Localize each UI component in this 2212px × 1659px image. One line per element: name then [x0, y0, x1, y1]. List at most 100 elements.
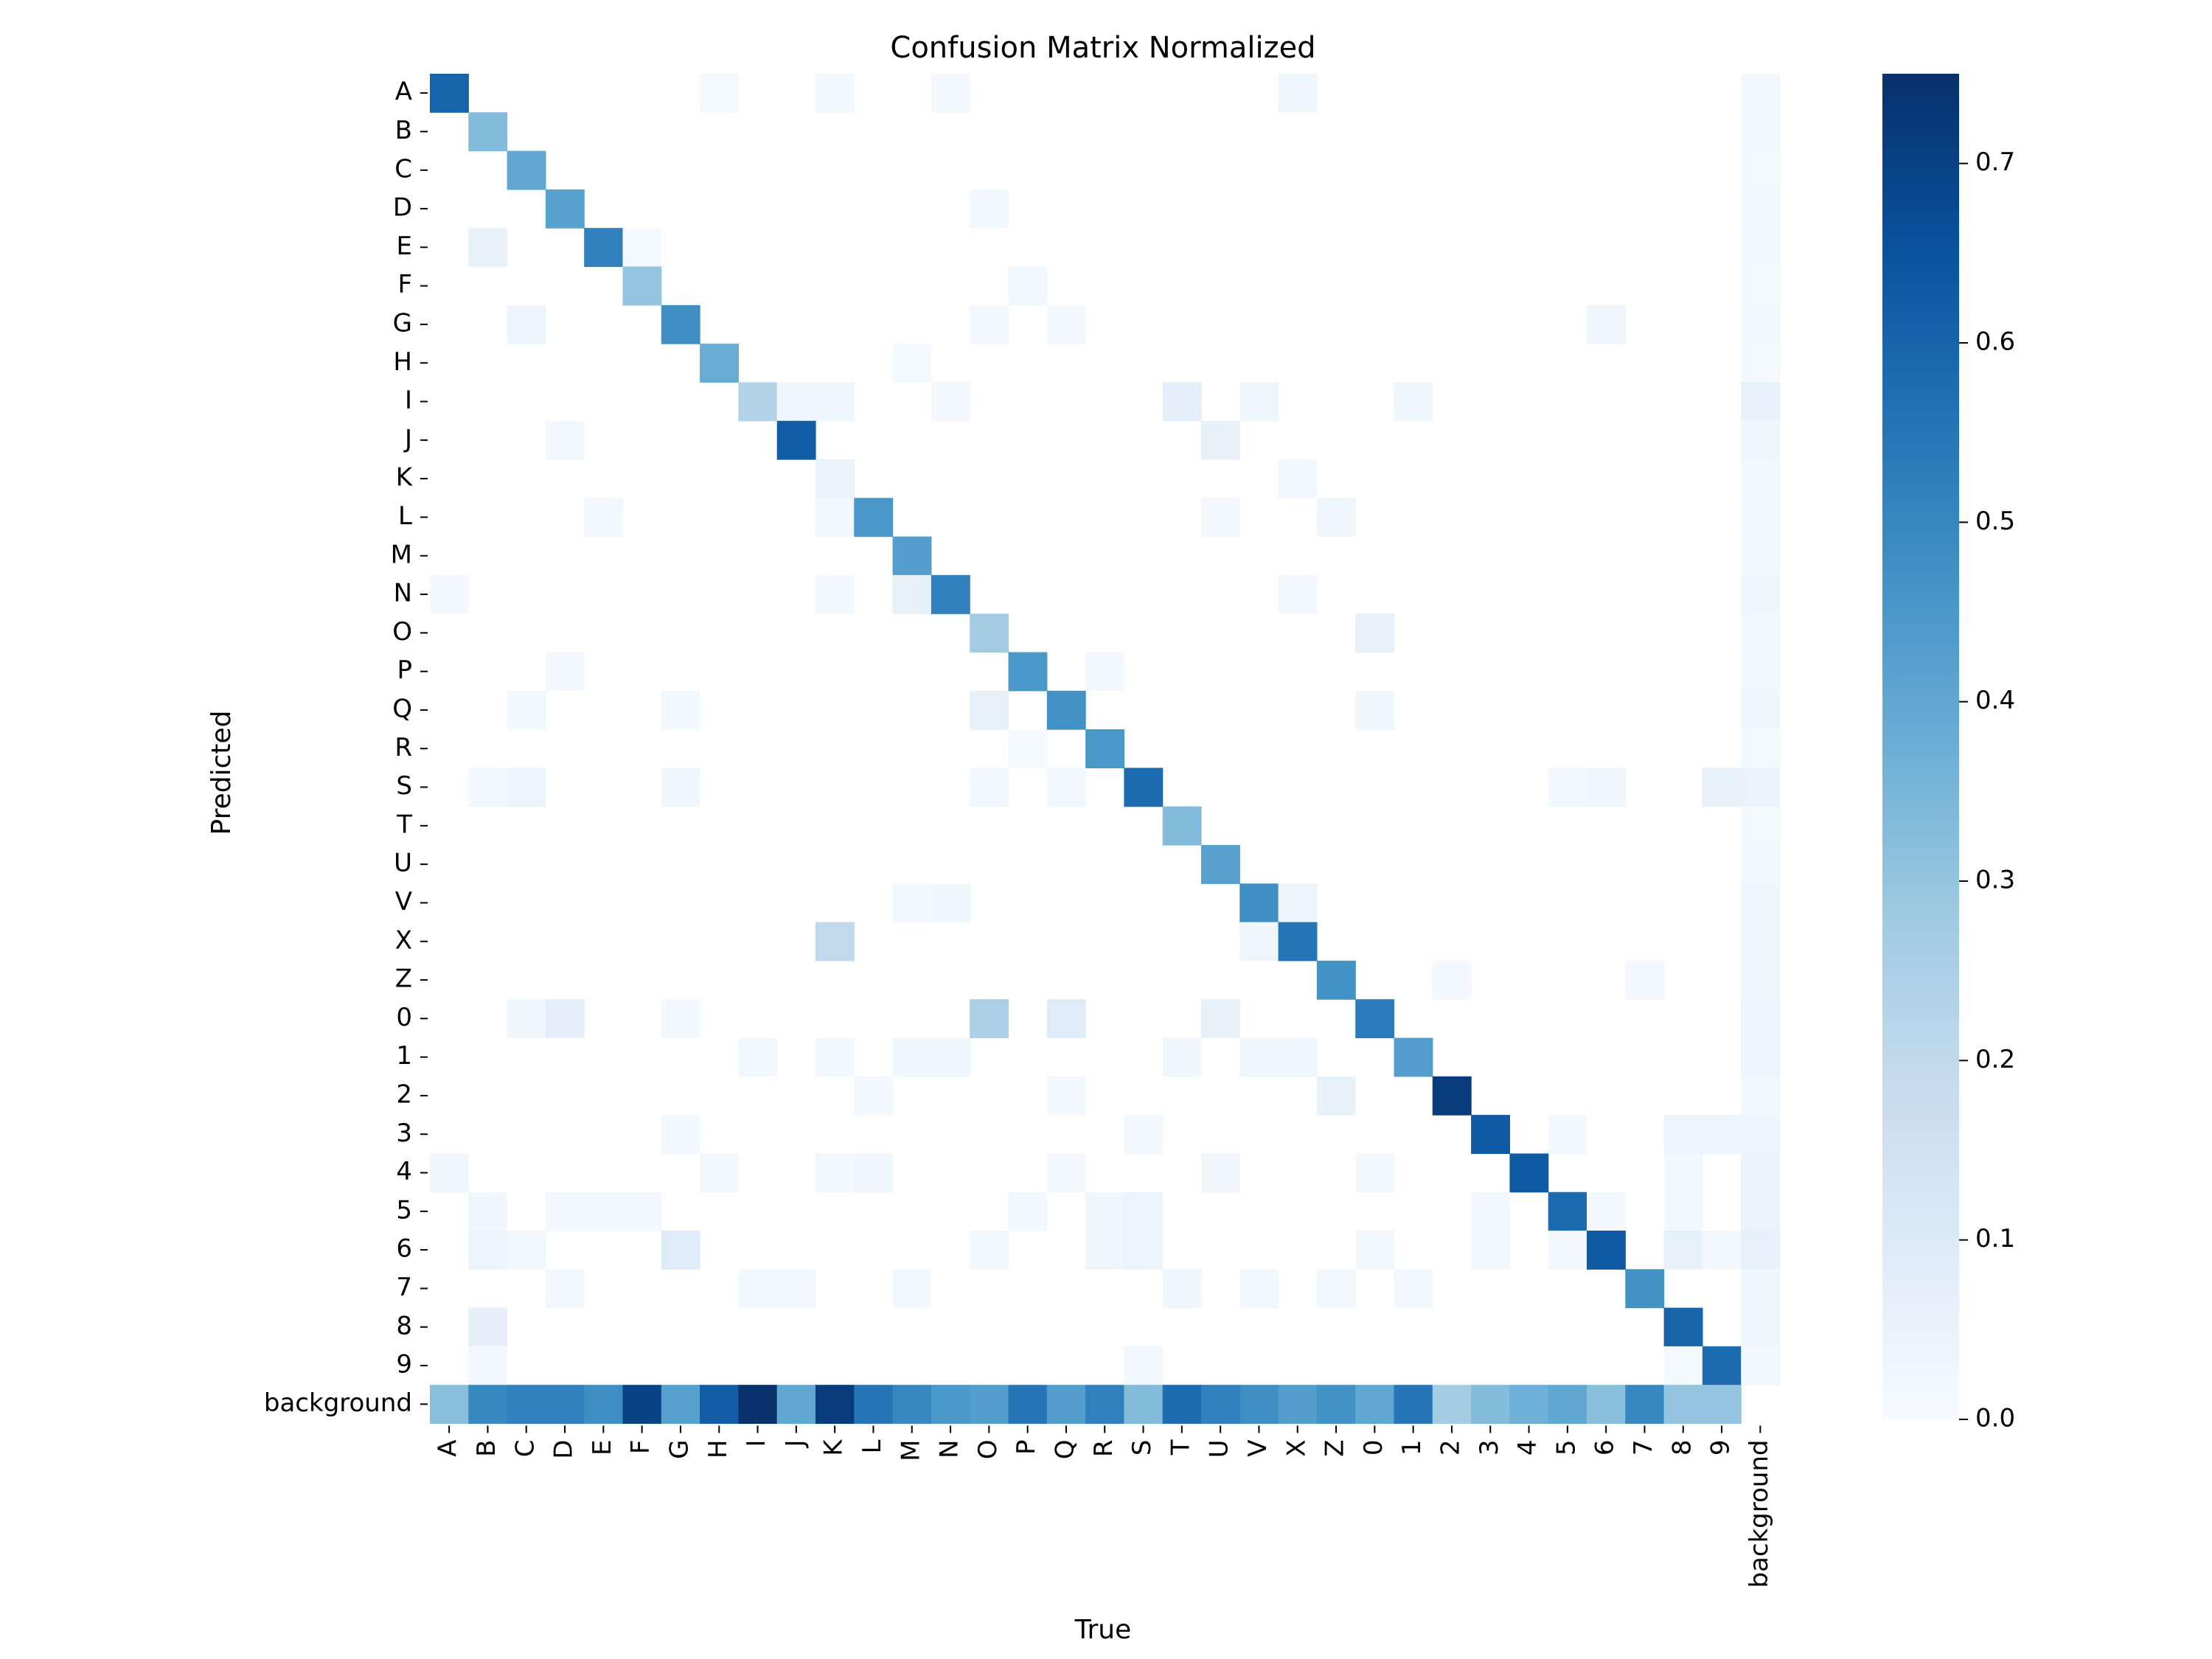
heatmap-cell — [1548, 768, 1587, 807]
heatmap-cell — [1316, 1076, 1356, 1116]
colorbar-tick-label: 0.2 — [1975, 1045, 2015, 1074]
x-tick-label: 1 — [1397, 1440, 1427, 1456]
heatmap-cell — [1702, 1385, 1742, 1425]
heatmap-cell — [1394, 1269, 1433, 1309]
heatmap-cell — [1471, 1385, 1510, 1425]
heatmap-cell — [661, 690, 700, 730]
heatmap-cell — [1663, 1192, 1703, 1231]
heatmap-cell — [1278, 74, 1318, 113]
y-tick-label: J — [403, 424, 412, 453]
heatmap-cell — [1548, 1192, 1587, 1231]
x-tick-label: S — [1127, 1440, 1157, 1456]
heatmap-cell — [1663, 1346, 1703, 1385]
heatmap-cell — [931, 574, 970, 614]
heatmap-cell — [1162, 1385, 1202, 1425]
x-tick-label: H — [703, 1440, 733, 1459]
y-tick-label: A — [395, 77, 412, 107]
heatmap-cell — [1278, 1385, 1318, 1425]
y-tick-label: C — [394, 154, 412, 184]
y-tick-label: 1 — [396, 1041, 412, 1071]
heatmap-cell — [1008, 1385, 1048, 1425]
heatmap-cell — [1355, 690, 1395, 730]
heatmap-cell — [1278, 459, 1318, 498]
heatmap-cell — [1587, 1385, 1626, 1425]
heatmap-cell — [1124, 1231, 1164, 1270]
x-tick-label: 3 — [1475, 1440, 1504, 1456]
heatmap-cell — [1278, 1037, 1318, 1077]
heatmap-cell — [1741, 1192, 1781, 1231]
y-tick-label: 3 — [396, 1119, 412, 1148]
heatmap-cell — [507, 1385, 546, 1425]
heatmap-cell — [1741, 74, 1781, 113]
heatmap-cell — [1548, 1385, 1587, 1425]
heatmap-cell — [507, 690, 546, 730]
heatmap-cell — [661, 1385, 700, 1425]
heatmap-cell — [1471, 1231, 1510, 1270]
heatmap-cell — [815, 1037, 855, 1077]
heatmap-cell — [892, 574, 932, 614]
heatmap-cell — [1741, 1115, 1781, 1154]
x-tick-label: 5 — [1551, 1440, 1581, 1456]
heatmap-cell — [1239, 1037, 1279, 1077]
heatmap-cell — [545, 1385, 585, 1425]
heatmap-cell — [1587, 768, 1626, 807]
x-tick-label: Q — [1050, 1440, 1079, 1460]
x-axis-label: True — [1074, 1615, 1131, 1645]
y-tick-label: R — [394, 733, 412, 762]
heatmap-cell — [1239, 922, 1279, 961]
heatmap-cell — [545, 999, 585, 1039]
heatmap-cell — [1316, 1385, 1356, 1425]
heatmap-cell — [507, 768, 546, 807]
heatmap-cell — [970, 1231, 1009, 1270]
heatmap-cell — [1239, 1385, 1279, 1425]
heatmap-cell — [1741, 845, 1781, 884]
heatmap-cell — [1201, 1153, 1240, 1193]
heatmap-cell — [1741, 768, 1781, 807]
x-tick-label: P — [1012, 1440, 1041, 1455]
heatmap-cell — [1741, 459, 1781, 498]
heatmap-cell — [1741, 806, 1781, 846]
heatmap-cell — [1702, 1231, 1742, 1270]
heatmap-cell — [738, 382, 778, 422]
y-tick-label: 9 — [396, 1350, 412, 1380]
heatmap-cell — [468, 1346, 508, 1385]
heatmap-cell — [1085, 1385, 1124, 1425]
heatmap-cell — [1162, 1037, 1202, 1077]
x-tick-label: X — [1281, 1440, 1311, 1457]
heatmap-cell — [776, 420, 816, 460]
heatmap-cell — [1741, 228, 1781, 268]
heatmap-cell — [1587, 1192, 1626, 1231]
heatmap-cell — [931, 1037, 970, 1077]
heatmap-cell — [1394, 382, 1433, 422]
x-tick-label: D — [549, 1440, 579, 1459]
x-tick-label: R — [1089, 1440, 1119, 1458]
heatmap-cell — [1355, 1231, 1395, 1270]
y-tick-label: Q — [392, 694, 412, 723]
y-tick-label: B — [395, 116, 412, 145]
heatmap-cell — [1008, 266, 1048, 306]
y-tick-label: P — [397, 655, 412, 685]
heatmap-cell — [815, 74, 855, 113]
heatmap-cell — [1201, 999, 1240, 1039]
heatmap-cell — [1124, 768, 1164, 807]
heatmap-cell — [1085, 652, 1124, 692]
heatmap-cell — [931, 382, 970, 422]
heatmap-cell — [1702, 768, 1742, 807]
heatmap-cell — [430, 74, 469, 113]
heatmap-cell — [700, 344, 739, 383]
heatmap-cell — [815, 922, 855, 961]
heatmap-cell — [1741, 960, 1781, 1000]
heatmap-cell — [584, 1385, 624, 1425]
heatmap-cell — [1741, 1307, 1781, 1347]
x-tick-label: M — [896, 1440, 925, 1461]
y-tick-label: background — [264, 1388, 412, 1418]
heatmap-cell — [1432, 960, 1472, 1000]
y-tick-label: 2 — [396, 1079, 412, 1109]
colorbar-tick-label: 0.5 — [1975, 507, 2015, 536]
heatmap-cell — [661, 1115, 700, 1154]
heatmap-cell — [468, 112, 508, 152]
y-tick-label: E — [397, 232, 412, 261]
heatmap-cell — [1587, 1231, 1626, 1270]
heatmap-cell — [1741, 1346, 1781, 1385]
heatmap-cell — [468, 1307, 508, 1347]
